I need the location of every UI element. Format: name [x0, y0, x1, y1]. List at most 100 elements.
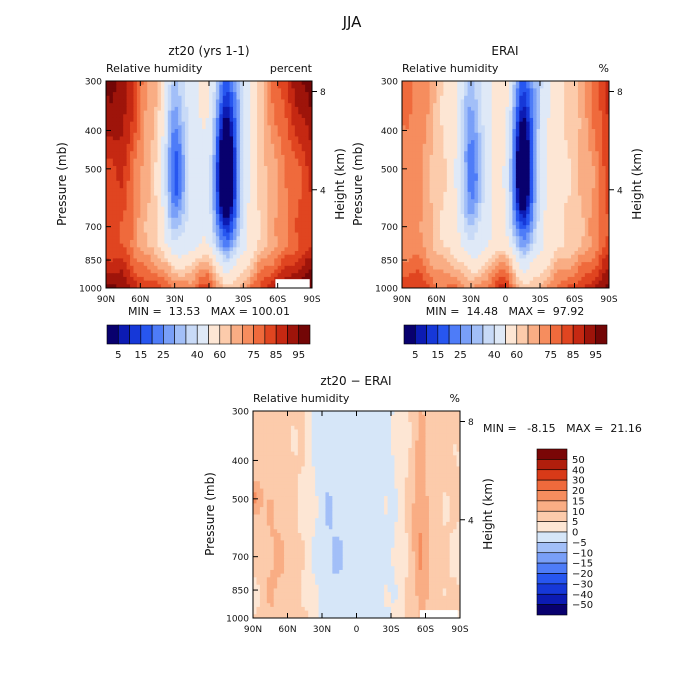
field-cell — [160, 121, 165, 126]
field-cell — [140, 177, 145, 182]
field-cell — [543, 92, 548, 97]
field-cell — [226, 258, 231, 263]
field-cell — [195, 180, 200, 185]
field-cell — [429, 99, 434, 104]
field-cell — [239, 162, 244, 167]
field-cell — [174, 247, 179, 252]
field-cell — [157, 154, 162, 160]
field-cell — [239, 166, 244, 171]
field-cell — [202, 81, 207, 86]
field-cell — [136, 269, 141, 274]
field-cell — [557, 143, 562, 149]
field-cell — [236, 180, 241, 185]
field-cell — [243, 88, 248, 93]
field-cell — [257, 114, 261, 119]
field-cell — [212, 121, 217, 126]
field-cell — [147, 151, 152, 156]
field-cell — [246, 188, 251, 193]
field-cell — [154, 228, 158, 234]
field-cell — [512, 95, 517, 100]
field-cell — [253, 132, 258, 137]
field-cell — [198, 258, 203, 263]
field-cell — [529, 125, 534, 130]
field-cell — [591, 103, 596, 108]
field-cell — [150, 254, 155, 259]
field-cell — [106, 225, 110, 230]
field-cell — [426, 169, 431, 174]
field-cell — [106, 243, 110, 248]
field-cell — [298, 258, 303, 263]
field-cell — [591, 129, 596, 134]
field-cell — [553, 166, 558, 171]
field-cell — [502, 103, 506, 108]
field-cell — [106, 184, 110, 189]
field-cell — [126, 251, 131, 256]
field-cell — [267, 280, 272, 285]
field-cell — [446, 125, 451, 130]
field-cell — [291, 154, 296, 160]
field-cell — [467, 132, 472, 137]
field-cell — [281, 225, 286, 230]
field-cell — [446, 158, 451, 163]
field-cell — [219, 254, 224, 259]
field-cell — [294, 140, 299, 145]
field-cell — [277, 265, 282, 271]
field-cell — [484, 95, 489, 100]
field-cell — [150, 169, 155, 174]
field-cell — [198, 121, 203, 126]
field-cell — [291, 243, 296, 248]
field-cell — [270, 191, 275, 197]
field-cell — [143, 232, 148, 237]
field-cell — [133, 103, 138, 108]
field-cell — [215, 251, 220, 256]
field-cell — [553, 125, 558, 130]
field-cell — [505, 162, 510, 167]
field-cell — [294, 228, 299, 234]
field-cell — [502, 129, 506, 134]
field-cell — [419, 81, 424, 86]
field-cell — [167, 117, 172, 123]
field-cell — [222, 121, 227, 126]
field-cell — [157, 251, 162, 256]
field-cell — [457, 151, 462, 156]
field-cell — [167, 284, 172, 289]
field-cell — [533, 140, 538, 145]
field-cell — [481, 95, 486, 100]
field-cell — [140, 195, 145, 200]
field-cell — [488, 143, 493, 149]
field-cell — [140, 228, 145, 234]
field-cell — [298, 88, 303, 93]
field-cell — [260, 110, 265, 115]
field-cell — [212, 140, 217, 145]
field-cell — [229, 173, 234, 178]
field-cell — [471, 166, 475, 171]
field-cell — [191, 210, 196, 215]
field-cell — [263, 166, 268, 171]
field-cell — [581, 95, 586, 100]
field-cell — [464, 151, 469, 156]
field-cell — [150, 162, 155, 167]
field-cell — [212, 217, 217, 222]
field-cell — [140, 114, 145, 119]
field-cell — [522, 110, 527, 115]
field-cell — [512, 132, 517, 137]
field-cell — [529, 143, 534, 149]
field-cell — [274, 184, 279, 189]
field-cell — [157, 143, 162, 149]
field-cell — [260, 214, 265, 219]
field-cell — [219, 143, 224, 149]
field-cell — [184, 195, 189, 200]
field-cell — [209, 202, 213, 208]
field-cell — [119, 99, 124, 104]
field-cell — [157, 95, 162, 100]
field-cell — [215, 154, 220, 160]
field-cell — [457, 121, 462, 126]
field-cell — [243, 217, 248, 222]
field-cell — [119, 258, 124, 263]
field-cell — [605, 136, 610, 141]
field-cell — [195, 114, 200, 119]
field-cell — [239, 276, 244, 282]
field-cell — [239, 247, 244, 252]
field-cell — [291, 214, 296, 219]
field-cell — [184, 273, 189, 278]
